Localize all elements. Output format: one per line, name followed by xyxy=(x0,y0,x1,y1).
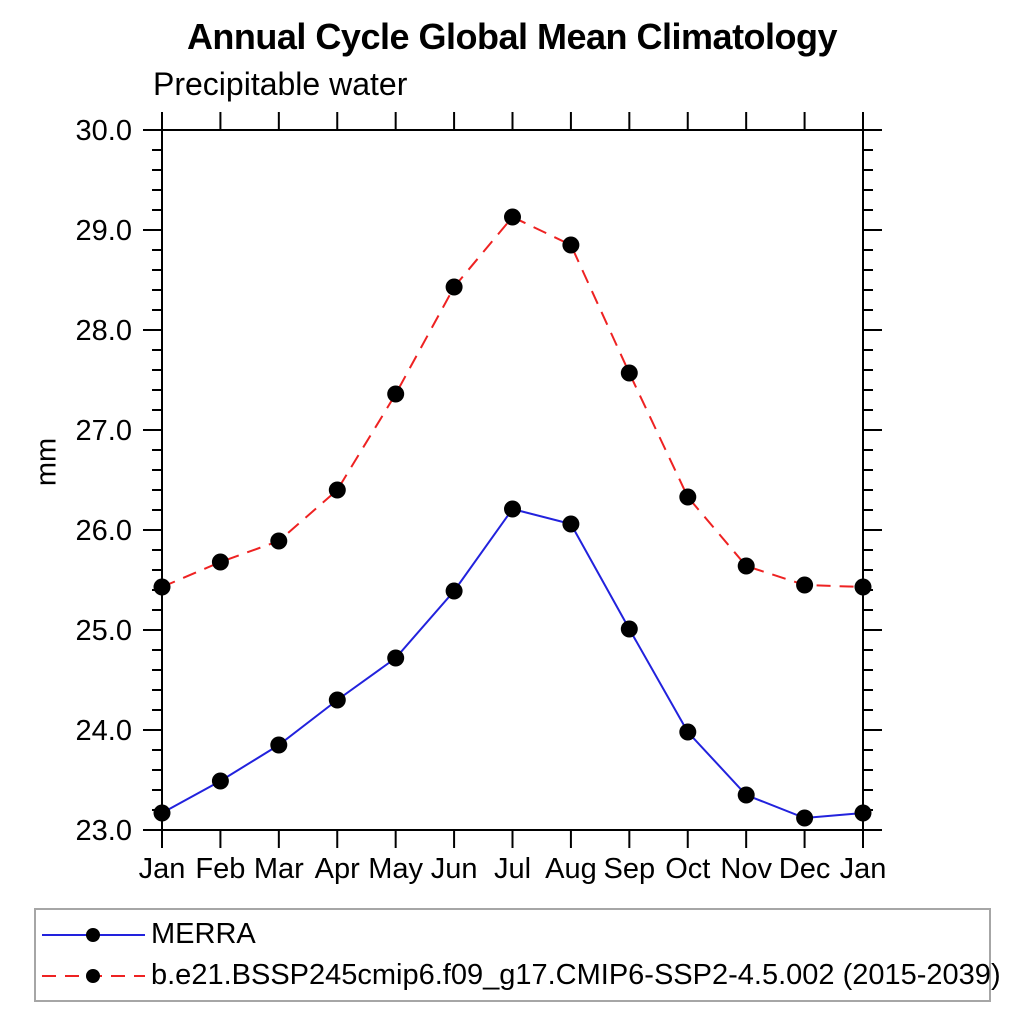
legend-label-model: b.e21.BSSP245cmip6.f09_g17.CMIP6-SSP2-4.… xyxy=(151,959,1001,991)
x-tick-label: Feb xyxy=(195,853,245,885)
data-point-merra xyxy=(504,500,521,518)
legend-dashed-line-icon xyxy=(42,968,145,983)
data-point-model xyxy=(679,488,697,506)
legend-label-merra: MERRA xyxy=(151,918,256,950)
data-point-merra xyxy=(445,582,463,600)
data-point-model xyxy=(504,208,521,226)
data-point-model xyxy=(270,532,288,550)
data-point-merra xyxy=(153,804,171,822)
series-line-model xyxy=(161,215,864,588)
y-tick-label: 27.0 xyxy=(76,415,132,447)
data-point-model xyxy=(562,236,580,254)
data-point-merra xyxy=(796,809,814,827)
data-point-model xyxy=(737,557,755,575)
data-point-merra xyxy=(620,620,638,638)
y-tick-label: 29.0 xyxy=(76,215,132,247)
data-point-merra xyxy=(737,786,755,804)
x-tick-label: Apr xyxy=(315,853,360,885)
x-tick-label: Nov xyxy=(720,853,772,885)
data-point-merra xyxy=(211,772,229,790)
data-point-model xyxy=(211,553,229,571)
legend-box: MERRA b.e21.BSSP245cmip6.f09_g17.CMIP6-S… xyxy=(34,908,1001,1002)
data-point-merra xyxy=(562,515,580,533)
axis-frame xyxy=(161,129,864,831)
data-point-model xyxy=(796,576,814,594)
data-point-model xyxy=(620,364,638,382)
y-tick-label: 23.0 xyxy=(76,815,132,847)
y-tick-label: 24.0 xyxy=(76,715,132,747)
data-point-model xyxy=(328,481,346,499)
x-tick-label: Jun xyxy=(431,853,478,885)
x-tick-label: Mar xyxy=(254,853,304,885)
data-point-model xyxy=(153,578,171,596)
chart-subtitle: Precipitable water xyxy=(153,66,408,102)
y-tick-label: 25.0 xyxy=(76,615,132,647)
data-point-merra xyxy=(387,649,405,667)
series-line-merra xyxy=(161,507,864,820)
x-tick-label: Aug xyxy=(545,853,597,885)
legend-item-merra: MERRA xyxy=(36,918,989,951)
data-point-merra xyxy=(328,691,346,709)
y-tick-label: 30.0 xyxy=(76,115,132,147)
y-tick-label: 28.0 xyxy=(76,315,132,347)
data-point-merra xyxy=(270,736,288,754)
data-point-model xyxy=(445,278,463,296)
y-tick-label: 26.0 xyxy=(76,515,132,547)
x-tick-label: Jul xyxy=(494,853,531,885)
data-point-merra xyxy=(679,723,697,741)
data-point-model xyxy=(854,578,872,596)
legend-item-model: b.e21.BSSP245cmip6.f09_g17.CMIP6-SSP2-4.… xyxy=(36,959,1001,992)
data-point-merra xyxy=(854,804,872,822)
chart-title: Annual Cycle Global Mean Climatology xyxy=(186,16,838,57)
x-tick-label: Oct xyxy=(665,853,710,885)
data-point-model xyxy=(387,385,405,403)
x-tick-label: Jan xyxy=(840,853,887,885)
x-tick-label: Dec xyxy=(779,853,831,885)
x-tick-label: May xyxy=(368,853,423,885)
x-tick-label: Sep xyxy=(604,853,656,885)
legend-solid-line-icon xyxy=(42,927,145,942)
x-tick-label: Jan xyxy=(139,853,186,885)
